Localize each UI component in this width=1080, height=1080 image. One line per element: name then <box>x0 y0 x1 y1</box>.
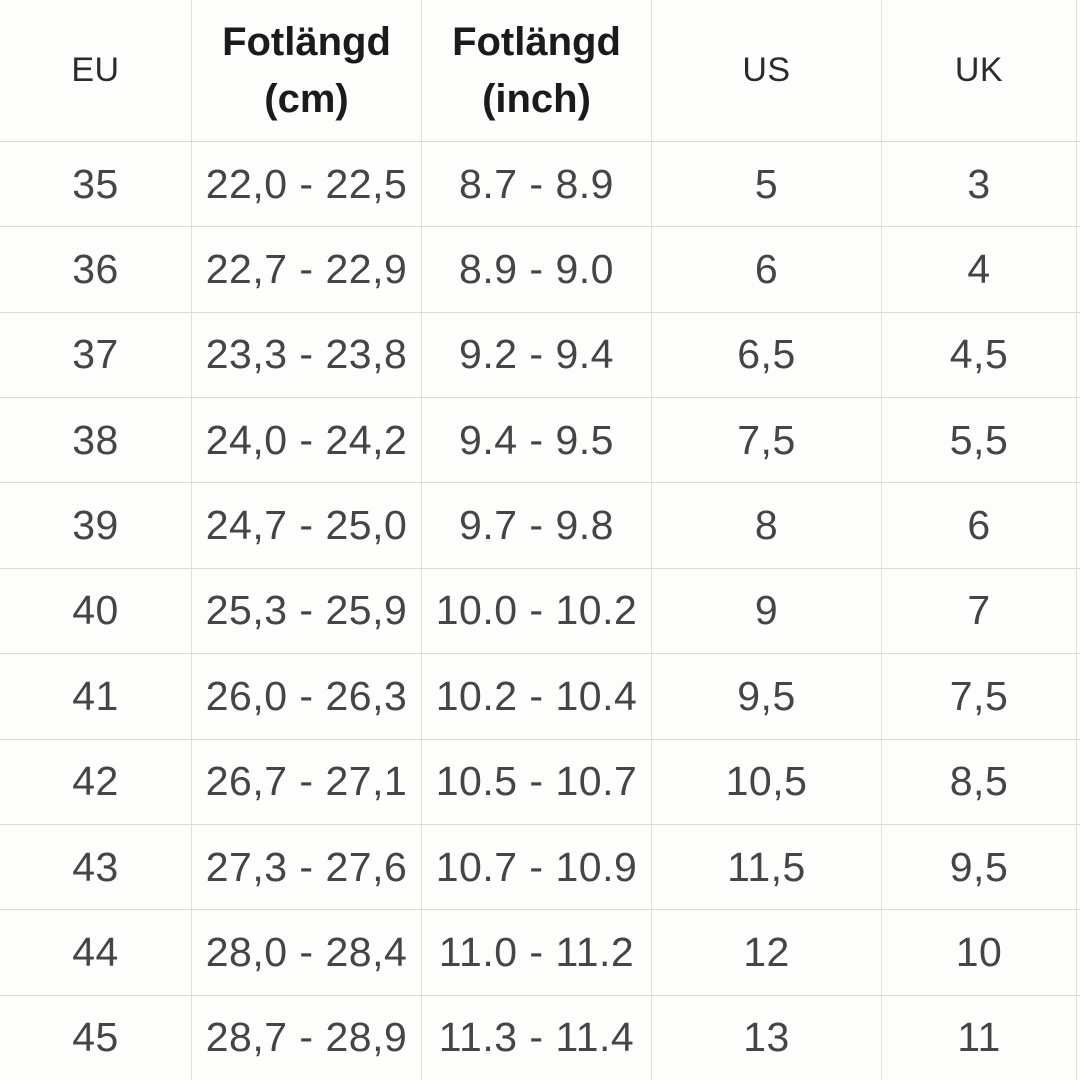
cell-us-size: 9,5 <box>652 654 882 739</box>
cell-footlength-cm: 22,7 - 22,9 <box>192 227 422 312</box>
column-header-us-label: US <box>742 51 791 89</box>
cell-us-size: 5 <box>652 142 882 227</box>
cell-footlength-cm: 25,3 - 25,9 <box>192 568 422 654</box>
cell-uk-size: 7,5 <box>949 672 1009 719</box>
column-header-footlength-inch: Fotlängd (inch) <box>422 0 652 141</box>
cell-eu-size: 44 <box>0 910 192 995</box>
cell-us-size: 9 <box>652 568 882 654</box>
cell-uk-size: 10 <box>955 928 1003 975</box>
table-row: 35 22,0 - 22,5 8.7 - 8.9 5 3 <box>0 142 1080 228</box>
cell-uk-size: 11 <box>957 1014 1001 1061</box>
cell-uk-size: 4,5 <box>949 331 1009 378</box>
cell-footlength-inch: 11.0 - 11.2 <box>422 910 652 995</box>
table-row: 41 26,0 - 26,3 10.2 - 10.4 9,5 7,5 <box>0 654 1080 740</box>
cell-us-size: 6,5 <box>652 312 882 398</box>
cell-footlength-inch: 9.4 - 9.5 <box>422 398 652 483</box>
cell-footlength-cm: 23,3 - 23,8 <box>192 312 422 398</box>
column-header-cm-unit: (cm) <box>264 76 349 121</box>
cell-eu-size: 45 <box>0 995 192 1080</box>
cell-footlength-cm: 26,7 - 27,1 <box>192 739 422 824</box>
table-row: 40 25,3 - 25,9 10.0 - 10.2 9 7 <box>0 568 1080 655</box>
column-header-footlength-cm: Fotlängd (cm) <box>192 0 422 141</box>
column-header-cm-label: Fotlängd <box>222 19 391 64</box>
cell-us-size: 8 <box>652 483 882 568</box>
cell-us-size: 6 <box>652 227 882 312</box>
cell-footlength-inch: 10.2 - 10.4 <box>422 654 652 739</box>
cell-footlength-cm: 22,0 - 22,5 <box>192 142 422 227</box>
cell-footlength-inch: 9.7 - 9.8 <box>422 483 652 568</box>
cell-footlength-cm: 26,0 - 26,3 <box>192 654 422 739</box>
cell-uk-size: 3 <box>967 160 991 207</box>
cell-eu-size: 38 <box>0 398 192 483</box>
table-row: 39 24,7 - 25,0 9.7 - 9.8 8 6 <box>0 483 1080 569</box>
column-header-uk-label: UK <box>954 51 1004 89</box>
cell-footlength-inch: 8.9 - 9.0 <box>422 227 652 312</box>
cell-uk-size: 7 <box>967 587 991 634</box>
cell-uk-size: 4 <box>967 246 991 293</box>
cell-us-size: 10,5 <box>652 739 882 824</box>
cell-uk-size: 8,5 <box>949 758 1009 805</box>
cell-eu-size: 35 <box>0 142 192 227</box>
cell-footlength-cm: 24,0 - 24,2 <box>192 398 422 483</box>
cell-eu-size: 39 <box>0 483 192 568</box>
column-header-us: US <box>652 0 882 141</box>
column-header-eu-label: EU <box>71 51 120 89</box>
column-header-inch-label: Fotlängd <box>452 19 621 64</box>
cell-us-size: 7,5 <box>652 398 882 483</box>
column-header-eu: EU <box>0 0 192 141</box>
table-body: 35 22,0 - 22,5 8.7 - 8.9 5 3 36 22,7 - 2… <box>0 142 1080 1080</box>
table-row: 44 28,0 - 28,4 11.0 - 11.2 12 10 <box>0 910 1080 996</box>
cell-footlength-cm: 27,3 - 27,6 <box>192 824 422 910</box>
table-header-row: EU Fotlängd (cm) Fotlängd (inch) US UK <box>0 0 1080 142</box>
cell-eu-size: 43 <box>0 824 192 910</box>
cell-eu-size: 36 <box>0 227 192 312</box>
cell-eu-size: 37 <box>0 312 192 398</box>
table-row: 38 24,0 - 24,2 9.4 - 9.5 7,5 5,5 <box>0 398 1080 484</box>
column-header-uk: UK <box>882 0 1080 141</box>
table-row: 36 22,7 - 22,9 8.9 - 9.0 6 4 <box>0 227 1080 313</box>
table-row: 42 26,7 - 27,1 10.5 - 10.7 10,5 8,5 <box>0 739 1080 825</box>
cell-footlength-cm: 28,7 - 28,9 <box>192 995 422 1080</box>
cell-footlength-inch: 10.5 - 10.7 <box>422 739 652 824</box>
cell-eu-size: 42 <box>0 739 192 824</box>
cell-us-size: 11,5 <box>652 824 882 910</box>
cell-us-size: 12 <box>652 910 882 995</box>
table-row: 45 28,7 - 28,9 11.3 - 11.4 13 11 <box>0 995 1080 1080</box>
cell-footlength-inch: 8.7 - 8.9 <box>422 142 652 227</box>
table-row: 37 23,3 - 23,8 9.2 - 9.4 6,5 4,5 <box>0 312 1080 399</box>
cell-us-size: 13 <box>652 995 882 1080</box>
cell-eu-size: 40 <box>0 568 192 654</box>
cell-footlength-inch: 10.0 - 10.2 <box>422 568 652 654</box>
cell-uk-size: 9,5 <box>949 843 1009 890</box>
cell-footlength-inch: 9.2 - 9.4 <box>422 312 652 398</box>
cell-footlength-inch: 10.7 - 10.9 <box>422 824 652 910</box>
table-right-border <box>1076 0 1077 1080</box>
cell-uk-size: 5,5 <box>949 416 1009 463</box>
cell-footlength-cm: 24,7 - 25,0 <box>192 483 422 568</box>
cell-footlength-cm: 28,0 - 28,4 <box>192 910 422 995</box>
table-row: 43 27,3 - 27,6 10.7 - 10.9 11,5 9,5 <box>0 824 1080 911</box>
cell-uk-size: 6 <box>967 502 991 549</box>
cell-eu-size: 41 <box>0 654 192 739</box>
cell-footlength-inch: 11.3 - 11.4 <box>422 995 652 1080</box>
column-header-inch-unit: (inch) <box>482 76 591 121</box>
